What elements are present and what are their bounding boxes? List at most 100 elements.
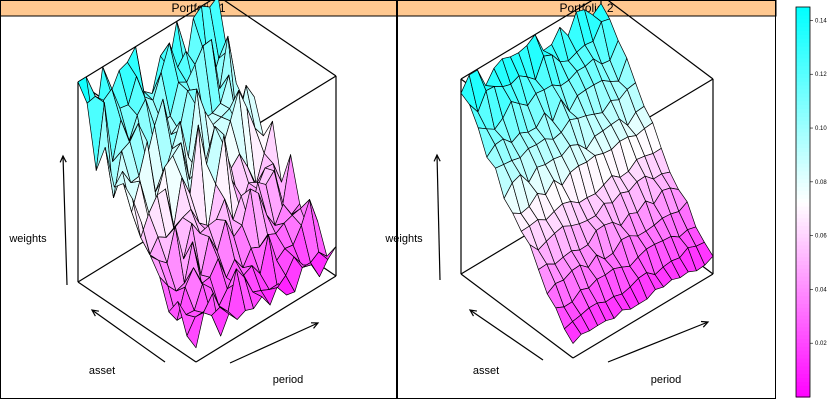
colorkey-band [796, 22, 810, 28]
colorkey-band [796, 256, 810, 262]
colorkey-band [796, 276, 810, 281]
colorkey-band [796, 147, 810, 152]
colorkey-border [795, 6, 811, 398]
colorkey-band [796, 77, 810, 82]
period-arrow-head [310, 322, 320, 329]
colorkey-band [796, 358, 810, 363]
colorkey-band [796, 65, 810, 70]
colorkey-band [796, 112, 810, 117]
colorkey-band [796, 34, 810, 39]
colorkey-band [796, 322, 810, 328]
colorkey-band [796, 170, 810, 176]
colorkey-band [796, 330, 810, 336]
colorkey-band [796, 57, 810, 63]
colorkey-tick-label: 0.06 [815, 234, 827, 240]
colorkey-band [796, 96, 810, 102]
colorkey-band [796, 237, 810, 242]
colorkey-band [796, 30, 810, 35]
colorkey-band [796, 49, 810, 55]
colorkey-band [796, 311, 810, 316]
colorkey-band [796, 202, 810, 207]
surface-facet [695, 241, 714, 266]
colorkey-band [796, 338, 810, 343]
color-key: 0.02 0.04 0.06 0.08 0.10 0.12 0.14 [795, 6, 827, 398]
axes: weights asset period [8, 154, 320, 386]
colorkey-band [796, 244, 810, 250]
axis-label-period: period [273, 374, 304, 386]
colorkey-band [796, 264, 810, 269]
colorkey-band [796, 221, 810, 226]
colorkey-band [796, 85, 810, 90]
colorkey-band [796, 241, 810, 246]
colorkey-band [796, 53, 810, 59]
colorkey-band [796, 361, 810, 367]
box-edge-front-bottom [572, 273, 714, 359]
colorkey-band [796, 10, 810, 16]
colorkey-band [796, 303, 810, 308]
colorkey-band [796, 295, 810, 301]
weights-arrow-head [433, 153, 441, 162]
colorkey-band [796, 190, 810, 195]
colorkey-tick-label: 0.02 [815, 341, 827, 347]
colorkey-band [796, 272, 810, 277]
box-edge-front-bottom [195, 275, 337, 363]
colorkey-band [796, 260, 810, 265]
colorkey-band [796, 7, 810, 12]
box-edge-front-left-bottom [77, 281, 197, 363]
colorkey-band [796, 287, 810, 293]
box-edge-front-left-bottom [460, 273, 574, 359]
axis-label-asset: asset [89, 365, 115, 377]
colorkey-band [796, 315, 810, 320]
colorkey-band [796, 354, 810, 359]
surface-facet [318, 246, 337, 260]
colorkey-band [796, 159, 810, 164]
surface [77, 0, 337, 349]
colorkey-band [796, 217, 810, 223]
colorkey-band [796, 108, 810, 113]
weights-arrow-head [59, 154, 67, 163]
colorkey-band [796, 248, 810, 254]
colorkey-band [796, 88, 810, 94]
colorkey-band [796, 342, 810, 347]
colorkey-band [796, 373, 810, 379]
surface [460, 3, 714, 344]
colorkey-band [796, 381, 810, 386]
colorkey-band [796, 268, 810, 273]
colorkey-band [796, 346, 810, 351]
period-arrow-head [700, 320, 710, 328]
period-arrow [607, 321, 709, 363]
colorkey-band [796, 14, 810, 20]
colorkey-band [796, 377, 810, 382]
colorkey-tick-label: 0.10 [815, 126, 827, 132]
colorkey-band [796, 365, 810, 371]
colorkey-band [796, 120, 810, 125]
colorkey-band [796, 174, 810, 180]
axis-label-asset: asset [473, 365, 499, 377]
colorkey-band [796, 198, 810, 203]
asset-arrow-head [90, 309, 100, 317]
colorkey-band [796, 350, 810, 355]
colorkey-band [796, 283, 810, 289]
colorkey-band [796, 186, 810, 191]
colorkey-band [796, 393, 810, 398]
colorkey-band [796, 38, 810, 43]
colorkey-band [796, 334, 810, 340]
box-edge-right-top [222, 0, 337, 77]
colorkey-band [796, 69, 810, 74]
weights-arrow [62, 155, 68, 286]
axis-label-weights: weights [8, 233, 47, 245]
colorkey-band [796, 280, 810, 285]
colorkey-band [796, 182, 810, 187]
colorkey-band [796, 155, 810, 160]
colorkey-tick-label: 0.04 [815, 287, 827, 293]
colorkey-band [796, 209, 810, 215]
colorkey-band [796, 166, 810, 172]
colorkey-band [796, 42, 810, 47]
weights-arrow [436, 154, 441, 281]
colorkey-band [796, 326, 810, 332]
axes: weights asset period [384, 153, 710, 386]
colorkey-band [796, 143, 810, 148]
